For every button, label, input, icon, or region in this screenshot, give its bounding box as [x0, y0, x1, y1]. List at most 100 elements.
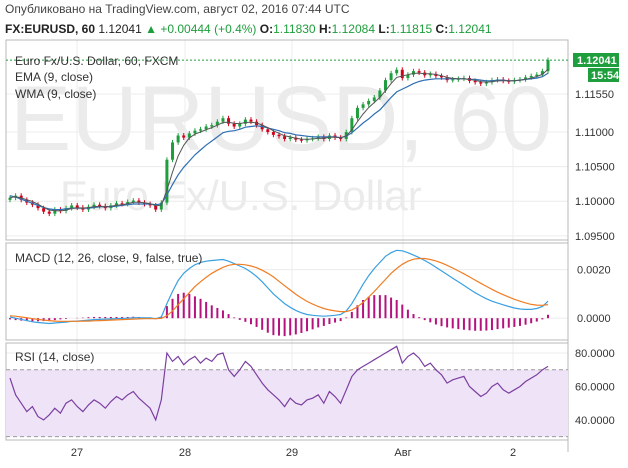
- candle-up: [288, 137, 292, 139]
- candle-up: [199, 129, 203, 131]
- candle-up: [428, 73, 432, 76]
- candle-up: [171, 142, 175, 160]
- ema-legend: EMA (9, close): [15, 70, 93, 84]
- price-tag-time: 15:54: [591, 70, 620, 82]
- candle-up: [165, 159, 169, 203]
- candle-up: [187, 133, 191, 138]
- candle-up: [484, 82, 488, 84]
- high-label: H:: [318, 22, 332, 36]
- open-label: O:: [259, 22, 274, 36]
- candle-up: [389, 73, 393, 81]
- candle-up: [64, 208, 68, 211]
- candle-up: [540, 71, 544, 75]
- candle-down: [148, 204, 152, 206]
- candle-down: [47, 211, 51, 214]
- candle-up: [361, 104, 365, 108]
- candle-down: [42, 208, 46, 212]
- candle-up: [193, 130, 197, 134]
- candle-down: [58, 209, 62, 211]
- candle-up: [535, 74, 539, 76]
- symbol-label: FX:EURUSD, 60: [5, 22, 96, 36]
- candle-down: [182, 135, 186, 138]
- candle-down: [277, 134, 281, 137]
- candle-up: [395, 69, 399, 74]
- pane-borders: [5, 39, 569, 452]
- macd-tick-label: 0.0000: [577, 313, 611, 325]
- x-tick-label: 27: [71, 447, 83, 459]
- candle-down: [120, 203, 124, 205]
- candle-up: [210, 125, 214, 127]
- candle-down: [154, 205, 158, 210]
- candle-down: [271, 132, 275, 135]
- x-tick-label: 29: [286, 447, 298, 459]
- rsi-legend: RSI (14, close): [15, 350, 94, 364]
- price-tag-value: 1.12041: [577, 55, 617, 67]
- candle-down: [227, 118, 231, 124]
- close-label: C:: [435, 22, 449, 36]
- candle-up: [355, 107, 359, 119]
- candle-up: [159, 202, 163, 210]
- candle-up: [316, 136, 320, 139]
- last-price: 1.12041: [98, 22, 142, 36]
- price-tick-label: 1.11550: [575, 89, 614, 101]
- candle-up: [406, 74, 410, 79]
- candle-up: [372, 97, 376, 101]
- candle-up: [221, 118, 225, 122]
- candle-down: [299, 139, 303, 141]
- macd-histogram: [9, 292, 549, 337]
- price-tick-label: 1.11000: [575, 127, 614, 139]
- candle-down: [479, 82, 483, 84]
- signal-line: [9, 257, 549, 322]
- candle-down: [249, 119, 253, 122]
- candle-down: [266, 129, 270, 133]
- candle-down: [232, 123, 236, 127]
- candle-down: [36, 204, 40, 209]
- price-tag-time-bg: [588, 68, 619, 82]
- candle-up: [350, 118, 354, 133]
- candle-up: [529, 75, 533, 78]
- candle-down: [417, 71, 421, 73]
- candle-up: [243, 119, 247, 124]
- macd-legend: MACD (12, 26, close, 9, false, true): [15, 251, 202, 265]
- high-value: 1.12084: [331, 22, 376, 36]
- candle-up: [546, 60, 550, 72]
- price-tag-bg: [573, 53, 619, 67]
- candle-up: [412, 71, 415, 75]
- candle-up: [53, 209, 57, 214]
- candle-down: [400, 69, 404, 79]
- rsi-tick-label: 80.0000: [575, 348, 615, 360]
- axis-labels: 27 28 29 Авг 2 1.11550 1.11000 1.10500 1.10000 1.…: [71, 89, 615, 459]
- open-value: 1.11830: [273, 22, 316, 36]
- up-arrow-icon: ▲: [145, 22, 157, 36]
- macd-tick-label: 0.0020: [577, 265, 611, 277]
- candle-up: [524, 77, 528, 80]
- candle-up: [204, 126, 208, 130]
- candle-up: [131, 200, 135, 202]
- x-tick-label: 28: [179, 447, 191, 459]
- candle-up: [92, 204, 96, 207]
- rsi-tick-label: 40.0000: [575, 415, 615, 427]
- rsi-line: [9, 345, 549, 422]
- wma-line: [9, 68, 549, 212]
- watermark-symbol: EURUSD, 60: [10, 68, 552, 170]
- candle-down: [98, 204, 102, 207]
- published-note: Опубликовано на TradingView.com, август …: [5, 2, 350, 16]
- candle-down: [137, 200, 141, 203]
- low-label: L:: [378, 22, 390, 36]
- candle-down: [440, 75, 444, 78]
- candle-up: [70, 205, 74, 209]
- candle-down: [473, 80, 477, 83]
- price-tick-label: 1.09500: [575, 231, 615, 243]
- candle-up: [378, 90, 382, 98]
- candle-down: [143, 202, 146, 205]
- price-change: +0.00444 (+0.4%): [160, 22, 257, 36]
- candle-up: [238, 123, 242, 127]
- rsi-tick-label: 60.0000: [575, 381, 615, 393]
- wma-legend: WMA (9, close): [15, 87, 96, 101]
- candle-up: [176, 135, 180, 143]
- candle-up: [215, 121, 219, 126]
- candle-down: [75, 205, 79, 208]
- candle-down: [283, 136, 287, 139]
